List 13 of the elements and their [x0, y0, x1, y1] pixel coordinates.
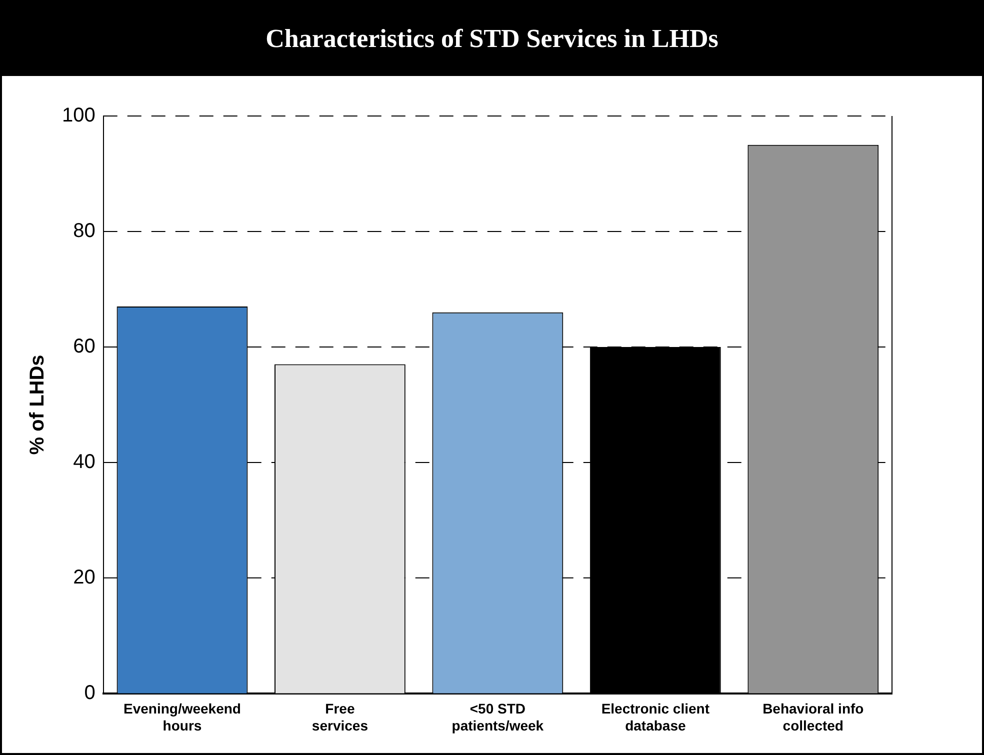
- x-tick-label: Electronic client database: [601, 700, 710, 734]
- y-tick-label: 40: [73, 450, 96, 473]
- y-tick-label: 20: [73, 566, 96, 588]
- x-tick-label: <50 STD patients/week: [452, 700, 544, 734]
- y-tick-label: 80: [73, 220, 96, 242]
- x-tick-label: Evening/weekend hours: [123, 700, 241, 734]
- x-tick-label: Behavioral info collected: [762, 700, 864, 734]
- x-tick-label: Free services: [312, 700, 368, 734]
- y-axis-title: % of LHDs: [26, 354, 49, 455]
- y-tick-label: 60: [73, 335, 96, 358]
- y-tick-label: 0: [84, 682, 96, 704]
- chart-title: Characteristics of STD Services in LHDs: [2, 2, 982, 76]
- y-tick-label: 100: [62, 104, 96, 127]
